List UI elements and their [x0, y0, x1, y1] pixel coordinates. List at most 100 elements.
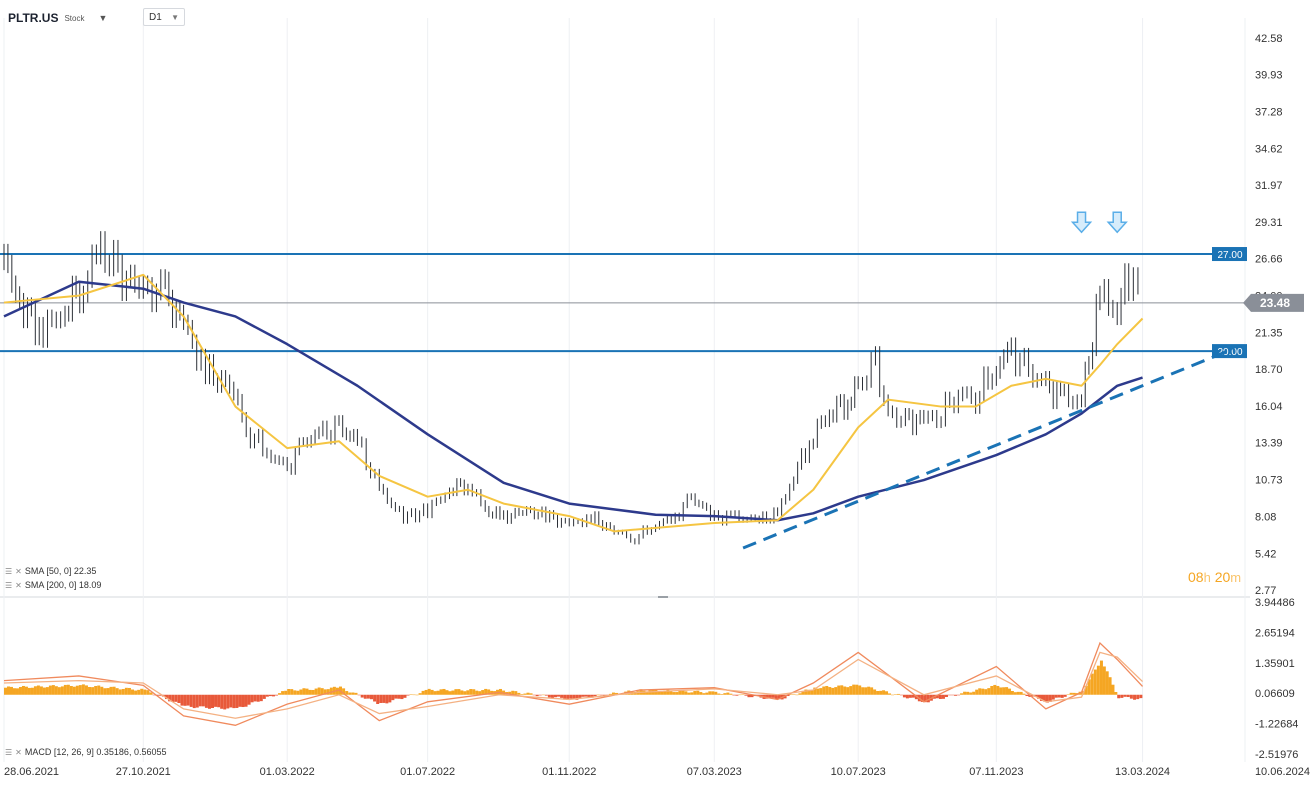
macd-histogram-bar	[1093, 669, 1097, 695]
macd-histogram-bar	[870, 687, 874, 695]
list-icon[interactable]: ☰	[5, 566, 13, 576]
macd-histogram-bar	[834, 687, 838, 695]
macd-histogram-bar	[944, 694, 948, 698]
macd-histogram-bar	[1040, 694, 1044, 701]
macd-histogram-bar	[232, 694, 236, 709]
macd-histogram-bar	[1087, 679, 1091, 695]
macd-histogram-bar	[1099, 660, 1103, 695]
macd-histogram-bar	[654, 689, 658, 695]
macd-histogram-bar	[837, 685, 841, 695]
macd-histogram-bar	[373, 694, 377, 702]
x-tick-label: 27.10.2021	[116, 766, 171, 778]
macd-histogram-bar	[174, 694, 178, 702]
macd-histogram-bar	[879, 690, 883, 695]
macd-histogram-bar	[360, 694, 364, 698]
macd-histogram-bar	[369, 694, 373, 700]
chevron-down-icon: ▼	[171, 12, 179, 22]
macd-histogram-bar	[275, 694, 279, 696]
macd-histogram-bar	[593, 694, 597, 697]
macd-histogram-bar	[430, 689, 434, 695]
macd-histogram-bar	[1057, 694, 1061, 698]
macd-histogram-bar	[296, 690, 300, 695]
macd-histogram-bar	[335, 687, 339, 695]
macd-histogram-bar	[265, 694, 269, 697]
macd-y-tick-label: 1.35901	[1255, 658, 1295, 670]
instrument-type: Stock	[64, 13, 85, 23]
macd-histogram-bar	[1060, 694, 1064, 698]
x-tick-label: 01.03.2022	[260, 766, 315, 778]
macd-histogram-bar	[891, 694, 895, 696]
x-tick-label: 28.06.2021	[4, 766, 59, 778]
macd-histogram-bar	[204, 694, 208, 708]
symbol-header[interactable]: PLTR.US Stock ▼	[8, 8, 107, 28]
macd-histogram-bar	[287, 689, 291, 695]
timer-hours-unit: h	[1203, 570, 1211, 585]
macd-histogram-bar	[899, 694, 903, 696]
macd-histogram-bar	[33, 686, 37, 695]
macd-histogram-bar	[391, 694, 395, 701]
sma200-legend[interactable]: ☰ ✕ SMA [200, 0] 18.09	[5, 580, 101, 590]
macd-histogram-bar	[1016, 691, 1020, 695]
macd-histogram-bar	[63, 684, 67, 695]
list-icon[interactable]: ☰	[5, 747, 13, 757]
y-tick-label: 26.66	[1255, 254, 1283, 266]
macd-histogram-bar	[786, 694, 790, 697]
level-badge-label: 27.00	[1217, 250, 1242, 261]
close-icon[interactable]: ✕	[15, 747, 22, 757]
macd-histogram-bar	[902, 694, 906, 698]
macd-histogram-bar	[149, 692, 153, 695]
macd-histogram-bar	[732, 694, 736, 696]
symbol-name[interactable]: PLTR.US	[8, 11, 59, 25]
macd-histogram-bar	[51, 685, 55, 695]
macd-histogram-bar	[478, 691, 482, 695]
macd-histogram-bar	[723, 693, 727, 695]
macd-histogram-bar	[342, 688, 346, 695]
macd-histogram-bar	[457, 689, 461, 695]
macd-histogram-bar	[1007, 688, 1011, 695]
macd-histogram-bar	[905, 694, 909, 699]
macd-histogram-bar	[60, 686, 64, 695]
macd-histogram-bar	[284, 690, 288, 695]
x-tick-label: 13.03.2024	[1115, 766, 1170, 778]
macd-histogram-bar	[572, 694, 576, 700]
close-icon[interactable]: ✕	[15, 566, 22, 576]
y-tick-label: 2.77	[1255, 585, 1276, 597]
macd-histogram-bar	[1139, 694, 1143, 699]
macd-histogram-bar	[94, 685, 98, 695]
close-icon[interactable]: ✕	[15, 580, 22, 590]
macd-histogram-bar	[250, 694, 254, 703]
macd-histogram-bar	[302, 688, 306, 695]
macd-histogram-bar	[935, 694, 939, 699]
y-tick-label: 31.97	[1255, 180, 1283, 192]
macd-histogram-bar	[599, 694, 603, 696]
macd-histogram-bar	[171, 694, 175, 702]
macd-histogram-bar	[681, 690, 685, 695]
list-icon[interactable]: ☰	[5, 580, 13, 590]
trendline	[742, 346, 1236, 550]
caret-down-icon[interactable]: ▼	[98, 13, 108, 23]
macd-histogram-bar	[987, 688, 991, 695]
macd-histogram-bar	[211, 694, 215, 709]
macd-histogram-bar	[134, 690, 138, 695]
timeframe-select[interactable]: D1 ▼	[143, 8, 185, 26]
macd-legend[interactable]: ☰ ✕ MACD [12, 26, 9] 0.35186, 0.56055	[5, 747, 166, 757]
y-tick-label: 10.73	[1255, 475, 1283, 487]
macd-histogram-bar	[702, 693, 706, 695]
macd-histogram-bar	[366, 694, 370, 699]
x-tick-label: 01.11.2022	[542, 766, 596, 778]
macd-histogram-bar	[484, 688, 488, 695]
macd-histogram-bar	[744, 694, 748, 696]
macd-histogram-bar	[981, 688, 985, 695]
macd-histogram-bar	[804, 689, 808, 695]
macd-histogram-bar	[244, 694, 248, 707]
macd-histogram-bar	[235, 694, 239, 708]
macd-histogram-bar	[768, 694, 772, 698]
macd-histogram-bar	[1123, 694, 1127, 697]
macd-histogram-bar	[1096, 665, 1100, 695]
macd-histogram-bar	[397, 694, 401, 699]
sma50-legend[interactable]: ☰ ✕ SMA [50, 0] 22.35	[5, 566, 96, 576]
macd-histogram-bar	[529, 693, 533, 695]
macd-histogram-bar	[351, 692, 355, 695]
macd-histogram-bar	[1126, 694, 1130, 698]
